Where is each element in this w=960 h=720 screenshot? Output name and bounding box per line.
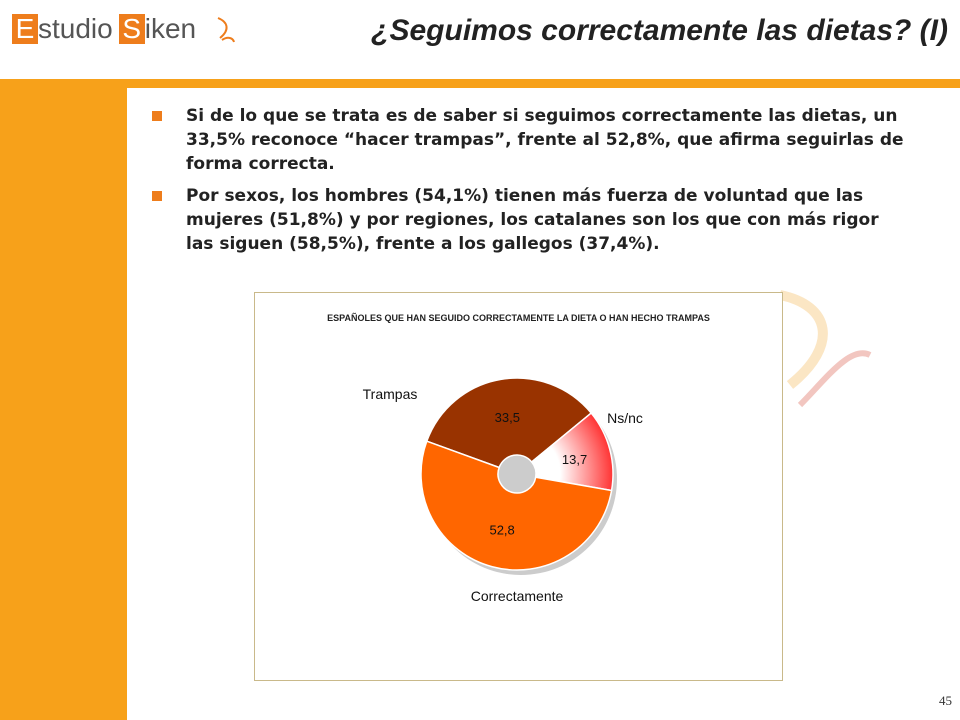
page-title: ¿Seguimos correctamente las dietas? (I) bbox=[371, 14, 948, 47]
data-label-correctamente: 52,8 bbox=[489, 523, 514, 538]
background-swoosh-icon bbox=[778, 290, 872, 408]
logo-letter-s: S bbox=[118, 14, 145, 44]
logo-letter-e: E bbox=[12, 14, 38, 44]
header-divider-bar bbox=[0, 79, 960, 88]
pie-slice-correctamente bbox=[420, 440, 613, 571]
logo-swoosh-icon bbox=[217, 17, 235, 43]
bullet-marker-icon bbox=[152, 191, 162, 201]
chart-title: ESPAÑOLES QUE HAN SEGUIDO CORRECTAMENTE … bbox=[327, 313, 710, 323]
bullet-item: Por sexos, los hombres (54,1%) tienen má… bbox=[150, 184, 910, 256]
bullet-marker-icon bbox=[152, 111, 162, 121]
bullet-list: Si de lo que se trata es de saber si seg… bbox=[150, 104, 910, 264]
logo-text-iken: iken bbox=[144, 13, 197, 44]
category-label-correctamente: Correctamente bbox=[471, 588, 564, 604]
left-sidebar-bar bbox=[0, 79, 127, 720]
pie-slice-ns-nc bbox=[530, 412, 614, 492]
chart-container: ESPAÑOLES QUE HAN SEGUIDO CORRECTAMENTE … bbox=[254, 292, 783, 681]
pie-slice-trampas bbox=[425, 377, 593, 469]
bullet-text: Por sexos, los hombres (54,1%) tienen má… bbox=[186, 186, 879, 254]
data-label-trampas: 33,5 bbox=[495, 410, 520, 425]
logo: E studio S iken bbox=[12, 12, 235, 46]
category-label-ns-nc: Ns/nc bbox=[607, 410, 643, 426]
donut-chart: 33,5 Trampas 13,7 Ns/nc 52,8 Correctamente bbox=[363, 377, 643, 604]
page-number: 45 bbox=[939, 693, 952, 708]
category-label-trampas: Trampas bbox=[363, 386, 418, 402]
logo-text-studio: studio bbox=[38, 13, 113, 44]
bullet-text: Si de lo que se trata es de saber si seg… bbox=[186, 106, 904, 174]
data-label-ns-nc: 13,7 bbox=[562, 452, 587, 467]
bullet-item: Si de lo que se trata es de saber si seg… bbox=[150, 104, 910, 176]
